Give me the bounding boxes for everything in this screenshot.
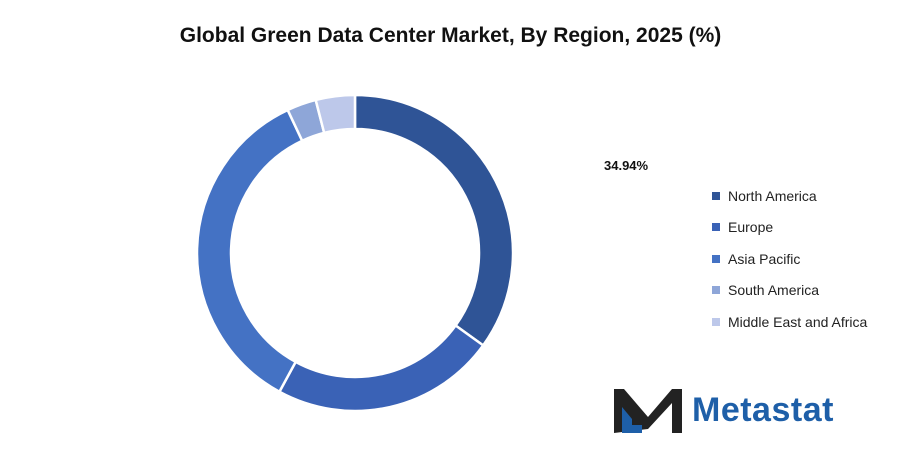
legend-item-europe: Europe: [712, 212, 867, 244]
brand-name: Metastat: [692, 390, 834, 429]
legend-swatch-asia-pacific: [712, 254, 720, 263]
legend-label-asia-pacific: Asia Pacific: [728, 250, 801, 267]
chart-legend: North America Europe Asia Pacific South Ame…: [712, 180, 867, 338]
metastat-m-logo-icon: [614, 389, 682, 433]
donut-slice-asia-pacific: [195, 108, 304, 394]
donut-chart: [195, 93, 515, 413]
legend-label-north-america: North America: [728, 187, 817, 204]
legend-swatch-south-america: [712, 286, 720, 295]
donut-slice-europe: [277, 323, 485, 413]
donut-slice-north-america: [353, 93, 515, 348]
data-label-north-america: 34.94%: [604, 158, 649, 173]
legend-item-asia-pacific: Asia Pacific: [712, 243, 867, 275]
legend-label-middle-east-and-africa: Middle East and Africa: [728, 313, 868, 330]
brand-logo: Metastat: [612, 385, 834, 435]
legend-item-south-america: South America: [712, 275, 867, 307]
chart-title: Global Green Data Center Market, By Regi…: [179, 24, 722, 47]
legend-swatch-europe: [712, 223, 720, 232]
legend-label-europe: Europe: [728, 219, 774, 236]
legend-item-middle-east-and-africa: Middle East and Africa: [712, 306, 867, 338]
legend-swatch-north-america: [712, 191, 720, 200]
donut-slices: [195, 93, 515, 413]
donut-slice-middle-east-and-africa: [314, 93, 357, 135]
legend-item-north-america: North America: [712, 180, 867, 212]
legend-swatch-middle-east-and-africa: [712, 317, 720, 326]
legend-label-south-america: South America: [728, 282, 820, 299]
